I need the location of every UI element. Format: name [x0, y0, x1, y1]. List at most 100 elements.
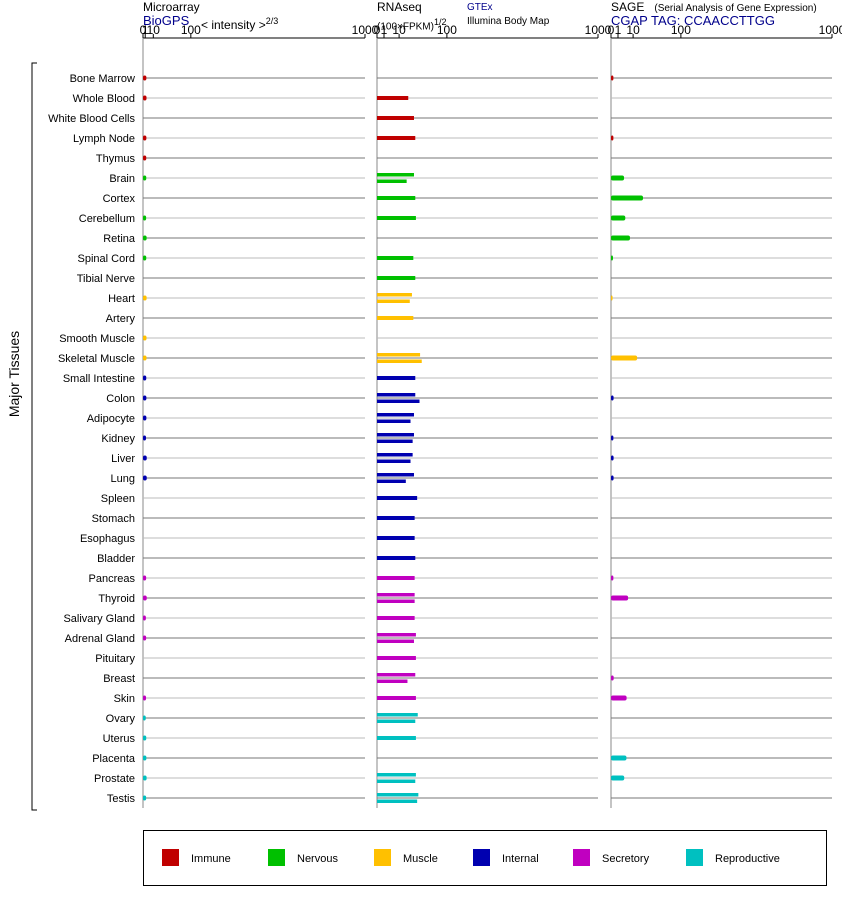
rnaseq-gtex-bar — [377, 473, 414, 477]
tissue-label: Placenta — [92, 753, 136, 765]
rnaseq-header-title: RNAseq — [377, 0, 422, 14]
tissue-label: Ovary — [106, 713, 136, 725]
microarray-bar — [143, 295, 147, 301]
sage-bar — [611, 235, 631, 241]
sage-bar — [611, 475, 614, 481]
legend-label: Internal — [502, 853, 539, 865]
tissue-label: Tibial Nerve — [77, 273, 135, 285]
tissue-label: Liver — [111, 453, 135, 465]
sage-bar — [611, 135, 614, 141]
rnaseq-gtex-bar — [377, 696, 416, 700]
microarray-bar — [143, 255, 147, 261]
tissue-label: Testis — [107, 793, 136, 805]
microarray-tick-label: 0 — [140, 23, 147, 37]
legend-swatch — [686, 849, 703, 866]
sage-bar — [611, 595, 629, 601]
rnaseq-tick-label: 10 — [392, 23, 406, 37]
rnaseq-illumina-bar — [377, 599, 415, 603]
rnaseq-gtex-bar — [377, 496, 418, 500]
rnaseq-gtex-bar — [377, 516, 415, 520]
microarray-bar — [143, 715, 146, 721]
legend-label: Muscle — [403, 853, 438, 865]
sage-bar — [611, 215, 626, 221]
tissue-label: Pituitary — [95, 653, 135, 665]
sage-title-text: SAGE — [611, 0, 645, 14]
tissue-label: Lung — [111, 473, 135, 485]
tissue-label: Small Intestine — [63, 373, 135, 385]
rnaseq-illumina-bar — [377, 639, 414, 643]
microarray-bar — [143, 475, 147, 481]
rnaseq-gtex-bar — [377, 293, 412, 297]
tissue-label: Bone Marrow — [70, 73, 135, 85]
legend-layer: Immune Nervous Muscle Internal Secretory Repr… — [143, 830, 827, 886]
tissue-labels-layer: Bone Marrow Whole Blood White Blood Cells L… — [6, 62, 136, 811]
y-axis-label: Major Tissues — [6, 331, 22, 417]
rnaseq-gtex-bar — [377, 316, 414, 320]
tissue-label: Colon — [106, 393, 135, 405]
tissue-label: Thymus — [96, 153, 136, 165]
tissue-label: Salivary Gland — [63, 613, 135, 625]
sage-bar — [611, 195, 644, 201]
tissue-label: Pancreas — [89, 573, 136, 585]
sage-tick-label: 1 — [615, 23, 622, 37]
tissue-label: Uterus — [103, 733, 136, 745]
sage-tick-label: 10 — [626, 23, 640, 37]
sage-bar — [611, 75, 614, 81]
rnaseq-source-illumina[interactable]: Illumina Body Map — [467, 16, 550, 27]
rnaseq-illumina-bar — [377, 799, 418, 803]
tissue-label: Spleen — [101, 493, 135, 505]
tissue-group-bracket — [31, 62, 37, 811]
rnaseq-illumina-bar — [377, 359, 422, 363]
sage-bar — [611, 175, 625, 181]
sage-bar — [611, 395, 614, 401]
microarray-bar — [143, 775, 147, 781]
microarray-tick-label: 100 — [181, 23, 201, 37]
rnaseq-gtex-bar — [377, 353, 421, 357]
tissue-label: Kidney — [101, 433, 135, 445]
tissue-label: Skeletal Muscle — [58, 353, 135, 365]
sage-bar — [611, 775, 625, 781]
legend-label: Nervous — [297, 853, 338, 865]
tissue-label: Brain — [109, 173, 135, 185]
microarray-bar — [143, 695, 147, 701]
microarray-bar — [143, 135, 147, 141]
microarray-unit-exponent: 2/3 — [265, 16, 279, 26]
tissue-label: Artery — [106, 313, 136, 325]
rnaseq-gtex-bar — [377, 96, 409, 100]
axes-layer: 011010010000110100100001101001000 — [140, 23, 842, 808]
tissue-label: Esophagus — [80, 533, 136, 545]
sage-tick-label: 0 — [608, 23, 615, 37]
sage-bar — [611, 255, 613, 261]
rnaseq-gtex-bar — [377, 593, 415, 597]
microarray-bar — [143, 575, 147, 581]
sage-bar — [611, 295, 613, 301]
tissue-label: Thyroid — [98, 593, 135, 605]
microarray-tick-label: 1000 — [352, 23, 379, 37]
microarray-bar — [143, 175, 147, 181]
tissue-label: White Blood Cells — [48, 113, 135, 125]
microarray-bar — [143, 215, 147, 221]
rnaseq-tick-label: 1000 — [585, 23, 612, 37]
tissue-label: Cerebellum — [79, 213, 135, 225]
sage-bar — [611, 455, 614, 461]
microarray-header-unit: < intensity >2/3 — [201, 14, 278, 32]
rnaseq-unit-exponent: 1/2 — [433, 17, 447, 27]
sage-tag[interactable]: CGAP TAG: CCAACCTTGG — [611, 13, 775, 28]
microarray-bar — [143, 395, 147, 401]
rnaseq-source-gtex[interactable]: GTEx — [467, 2, 493, 13]
rnaseq-title-text: RNAseq — [377, 0, 422, 14]
rnaseq-gtex-bar — [377, 433, 414, 437]
rnaseq-illumina-bar — [377, 459, 411, 463]
rnaseq-gtex-bar — [377, 616, 415, 620]
microarray-header-source[interactable]: BioGPS — [143, 13, 190, 28]
sage-bar — [611, 575, 614, 581]
microarray-bar — [143, 735, 147, 741]
microarray-bar — [143, 755, 147, 761]
rnaseq-gtex-bar — [377, 196, 416, 200]
legend-swatch — [573, 849, 590, 866]
tissue-label: Breast — [103, 673, 135, 685]
microarray-bar — [143, 635, 147, 641]
microarray-header-title: Microarray — [143, 0, 200, 14]
bars-layer — [143, 75, 644, 803]
